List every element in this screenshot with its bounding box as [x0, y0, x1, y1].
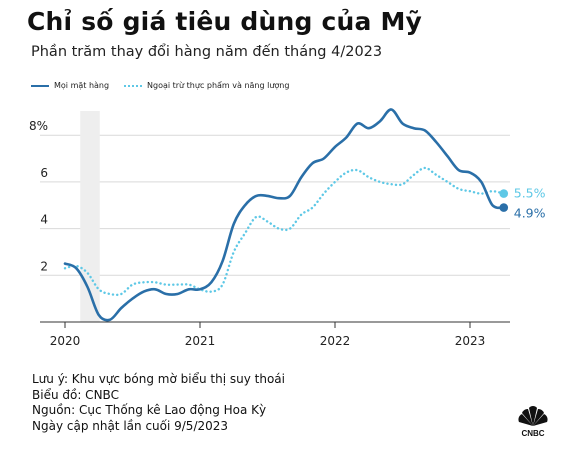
y-tick-label: 8%	[29, 119, 48, 133]
x-axis	[40, 321, 510, 328]
logo-wordmark: CNBC	[521, 429, 544, 438]
legend-item-core: Ngoại trừ thực phẩm và năng lượng	[124, 81, 289, 90]
legend-swatch-solid	[31, 84, 49, 87]
cnbc-logo-icon: CNBC	[518, 406, 548, 438]
x-tick-label: 2022	[320, 334, 351, 348]
legend-item-all-items: Mọi mặt hàng	[31, 81, 109, 90]
recession-band	[80, 111, 100, 322]
endpoint-marker-all-items	[499, 203, 509, 212]
y-axis-labels: 2 4 6 8%	[29, 119, 48, 273]
endpoint-marker-core	[499, 189, 509, 198]
series-lines	[63, 108, 506, 322]
chart-title: Chỉ số giá tiêu dùng của Mỹ	[27, 7, 423, 36]
y-tick-label: 4	[40, 213, 48, 227]
series-endpoints: 5.5% 4.9%	[499, 186, 546, 221]
end-label-core: 5.5%	[514, 186, 546, 201]
end-label-all-items: 4.9%	[514, 206, 546, 221]
note-recession: Lưu ý: Khu vực bóng mờ biểu thị suy thoá…	[32, 372, 285, 386]
note-chart-credit: Biểu đồ: CNBC	[32, 387, 119, 402]
gridlines	[40, 134, 510, 276]
recession-shading	[80, 111, 100, 322]
y-tick-label: 6	[40, 166, 48, 180]
x-tick-label: 2020	[50, 334, 81, 348]
note-source: Nguồn: Cục Thống kê Lao động Hoa Kỳ	[32, 403, 267, 417]
legend-swatch-dotted	[124, 84, 142, 87]
y-tick-label: 2	[40, 259, 48, 273]
series-line-all-items	[63, 108, 506, 322]
legend-label-core: Ngoại trừ thực phẩm và năng lượng	[147, 81, 290, 90]
series-line-core	[63, 166, 505, 297]
chart-subtitle: Phần trăm thay đổi hàng năm đến tháng 4/…	[31, 44, 383, 60]
x-tick-label: 2023	[455, 334, 486, 348]
x-tick-label: 2021	[185, 334, 216, 348]
legend-label-all-items: Mọi mặt hàng	[54, 81, 110, 90]
note-updated: Ngày cập nhật lần cuối 9/5/2023	[32, 418, 229, 433]
x-axis-labels: 2020 2021 2022 2023	[50, 334, 486, 348]
footnotes: Lưu ý: Khu vực bóng mờ biểu thị suy thoá…	[32, 372, 285, 434]
